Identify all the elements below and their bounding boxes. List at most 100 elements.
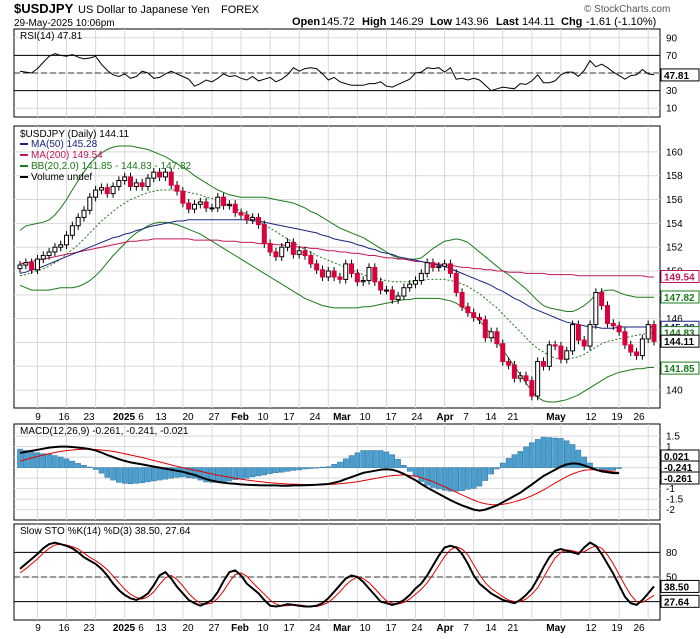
candle-body — [23, 262, 29, 266]
rsi-last-tag-box — [660, 68, 700, 82]
sto-title: Slow STO %K(14) %D(3) 38.50, 27.64 — [20, 526, 191, 537]
macd-histogram-bar — [17, 448, 23, 468]
macd-histogram-bar — [354, 452, 361, 468]
macd-histogram-bar — [517, 451, 523, 468]
candle-body — [267, 243, 273, 253]
candle-body — [447, 263, 453, 274]
macd-tag-box — [660, 471, 700, 485]
candle-body — [360, 280, 366, 283]
candle-body — [290, 241, 296, 255]
macd-histogram-bar — [116, 467, 122, 483]
macd-tick-label: -2 — [666, 505, 675, 516]
sto-k-tag-box — [660, 579, 700, 593]
candle-body — [186, 202, 192, 210]
candle-body — [564, 350, 570, 360]
macd-histogram-bar — [389, 454, 396, 468]
candle-body — [145, 177, 151, 187]
chg-label: Chg — [561, 16, 582, 28]
macd-histogram-bar — [28, 451, 35, 468]
macd-histogram-bar — [412, 467, 419, 477]
candle-body — [122, 176, 128, 181]
macd-histogram-bar — [232, 467, 238, 480]
x-axis-label: 27 — [208, 623, 220, 634]
x-axis-label: 24 — [411, 623, 423, 634]
candle-body — [69, 225, 75, 236]
macd-histogram-bar — [447, 467, 454, 492]
rsi-line — [19, 53, 655, 92]
instrument-name: US Dollar to Japanese Yen — [78, 4, 209, 16]
macd-histogram-bar — [46, 453, 52, 468]
candle-body — [604, 305, 610, 324]
x-axis-label: 21 — [507, 412, 519, 423]
copyright-label: © StockCharts.com — [584, 4, 670, 15]
x-axis-label: 24 — [309, 623, 321, 634]
rsi-title: RSI(14) 47.81 — [20, 31, 83, 42]
candle-body — [337, 276, 343, 280]
legend-entry: BB(20,2.0) 141.85 - 144.83 - 147.82 — [31, 161, 192, 172]
candle-body — [529, 380, 535, 397]
macd-histogram-bar — [360, 450, 366, 468]
x-axis-label: 14 — [485, 412, 497, 423]
date-stamp: 29-May-2025 10:06pm — [14, 18, 115, 29]
symbol-title: $USDJPY — [14, 1, 74, 16]
macd-histogram-bar — [284, 467, 291, 472]
macd-histogram-bar — [482, 467, 489, 481]
macd-histogram-bar — [575, 449, 582, 468]
candle-body — [622, 331, 628, 346]
rsi-tick-label: 10 — [666, 104, 678, 115]
macd-histogram-bar — [534, 439, 541, 468]
x-axis-label: Mar — [333, 412, 351, 423]
ma50-line — [19, 219, 654, 329]
candle-body — [52, 246, 58, 253]
macd-histogram-bar — [244, 467, 250, 479]
candle-body — [116, 179, 122, 187]
x-axis-label: Mar — [333, 623, 351, 634]
candle-body — [535, 361, 541, 397]
x-axis-label: 6 — [138, 412, 144, 423]
macd-histogram-bar — [226, 467, 233, 482]
candle-body — [29, 262, 35, 271]
macd-histogram-bar — [581, 456, 587, 468]
macd-line — [19, 445, 620, 512]
sto-d-tag-label: 27.64 — [664, 597, 689, 608]
sto-tick-label: 80 — [666, 548, 678, 559]
candle-body — [442, 263, 448, 267]
macd-histogram-bar — [325, 466, 332, 468]
x-axis-label: 26 — [633, 623, 645, 634]
macd-tick-label: -1.5 — [666, 495, 684, 506]
chg-value: -1.61 (-1.10%) — [586, 16, 656, 28]
sto-k-tag-label: 38.50 — [664, 582, 689, 593]
macd-histogram-bar — [337, 461, 343, 468]
candle-body — [285, 241, 291, 248]
price-tick-label: 160 — [666, 147, 683, 158]
candle-body — [645, 324, 651, 340]
candle-body — [232, 203, 238, 214]
x-axis-label: 10 — [257, 412, 269, 423]
price-tag-label: 149.54 — [664, 273, 695, 284]
ma200-line — [19, 238, 654, 278]
macd-title: MACD(12,26,9) -0.261, -0.241, -0.021 — [20, 426, 189, 437]
macd-histogram-bar — [278, 467, 285, 473]
macd-histogram-bar — [523, 446, 529, 468]
x-axis-label: 9 — [35, 412, 41, 423]
candle-body — [244, 214, 250, 221]
macd-histogram-bar — [564, 440, 570, 468]
x-axis-label: 17 — [385, 623, 397, 634]
macd-histogram-bar — [395, 459, 401, 468]
macd-histogram-bar — [418, 467, 425, 482]
price-tag-box — [660, 361, 700, 375]
rsi-tick-label: 30 — [666, 86, 678, 97]
macd-histogram-bar — [34, 452, 41, 468]
macd-histogram-bar — [313, 467, 320, 469]
macd-histogram-bar — [273, 467, 279, 473]
sto-d-line — [19, 543, 655, 607]
candle-body — [651, 324, 657, 342]
macd-histogram-bar — [505, 458, 512, 468]
candle-body — [465, 306, 471, 314]
price-tick-label: 156 — [666, 195, 683, 206]
price-tag-label: 141.85 — [664, 364, 695, 375]
candle-body — [558, 345, 564, 360]
macd-histogram-bar — [191, 467, 198, 479]
macd-histogram-bar — [69, 460, 76, 468]
macd-histogram-bar — [255, 467, 262, 477]
